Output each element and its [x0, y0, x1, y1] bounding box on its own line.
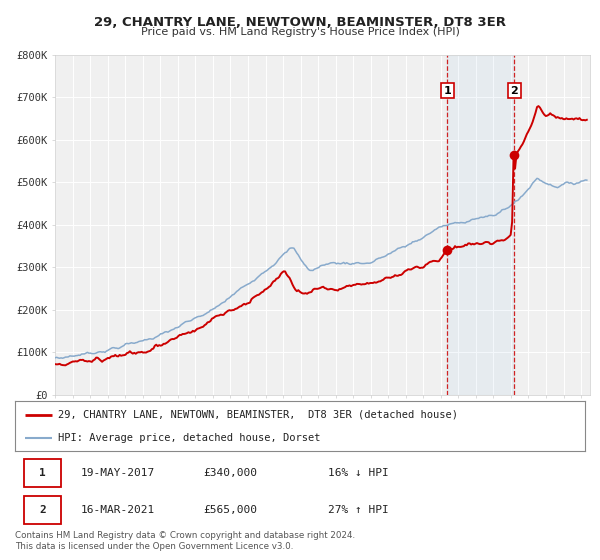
Text: HPI: Average price, detached house, Dorset: HPI: Average price, detached house, Dors… [58, 433, 320, 443]
Text: 2: 2 [511, 86, 518, 96]
FancyBboxPatch shape [23, 459, 61, 487]
Text: Price paid vs. HM Land Registry's House Price Index (HPI): Price paid vs. HM Land Registry's House … [140, 27, 460, 37]
Text: £340,000: £340,000 [203, 468, 257, 478]
Text: 29, CHANTRY LANE, NEWTOWN, BEAMINSTER, DT8 3ER: 29, CHANTRY LANE, NEWTOWN, BEAMINSTER, D… [94, 16, 506, 29]
Text: 27% ↑ HPI: 27% ↑ HPI [329, 505, 389, 515]
Bar [447, 55, 514, 395]
Text: 1: 1 [39, 468, 46, 478]
Text: This data is licensed under the Open Government Licence v3.0.: This data is licensed under the Open Gov… [15, 542, 293, 550]
Text: 1: 1 [443, 86, 451, 96]
Text: 19-MAY-2017: 19-MAY-2017 [80, 468, 155, 478]
Text: 2: 2 [39, 505, 46, 515]
Text: Contains HM Land Registry data © Crown copyright and database right 2024.: Contains HM Land Registry data © Crown c… [15, 531, 355, 540]
Text: 16% ↓ HPI: 16% ↓ HPI [329, 468, 389, 478]
Text: £565,000: £565,000 [203, 505, 257, 515]
FancyBboxPatch shape [23, 496, 61, 524]
Text: 29, CHANTRY LANE, NEWTOWN, BEAMINSTER,  DT8 3ER (detached house): 29, CHANTRY LANE, NEWTOWN, BEAMINSTER, D… [58, 409, 458, 419]
Text: 16-MAR-2021: 16-MAR-2021 [80, 505, 155, 515]
